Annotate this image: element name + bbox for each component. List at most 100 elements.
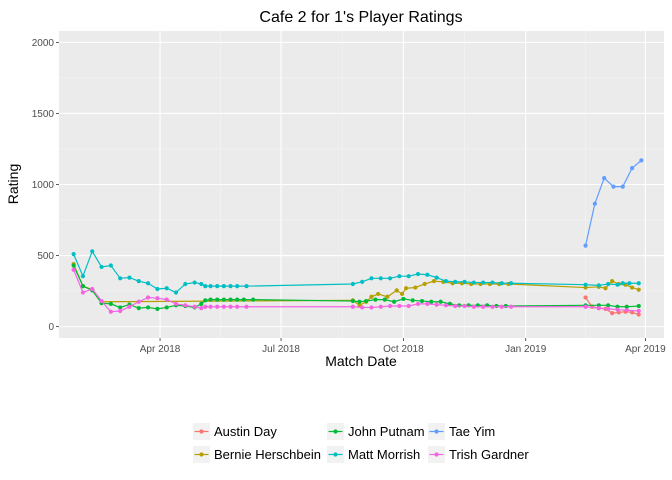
- data-point-john-putnam: [410, 298, 415, 303]
- data-point-matt-morrish: [583, 282, 588, 287]
- data-point-john-putnam: [357, 299, 362, 304]
- data-point-john-putnam: [419, 298, 425, 304]
- legend-label: John Putnam: [348, 424, 425, 439]
- series-bernie-herschbein: [71, 261, 641, 308]
- data-point-matt-morrish: [145, 281, 151, 286]
- x-tick-label: Apr 2018: [140, 344, 181, 355]
- data-point-trish-gardner: [443, 303, 449, 308]
- data-point-john-putnam: [164, 305, 169, 310]
- data-point-trish-gardner: [99, 298, 104, 304]
- data-point-john-putnam: [438, 299, 443, 304]
- data-point-trish-gardner: [145, 295, 151, 300]
- data-point-trish-gardner: [108, 309, 113, 314]
- data-point-matt-morrish: [508, 281, 514, 286]
- data-point-john-putnam: [373, 297, 378, 302]
- data-point-john-putnam: [228, 297, 233, 302]
- data-point-matt-morrish: [443, 279, 449, 284]
- y-tick-label: 2000: [32, 38, 55, 49]
- data-point-trish-gardner: [490, 304, 495, 309]
- data-point-matt-morrish: [490, 280, 495, 285]
- data-point-matt-morrish: [155, 286, 160, 292]
- data-point-trish-gardner: [415, 301, 421, 306]
- data-point-tae-yim: [611, 184, 616, 189]
- data-point-john-putnam: [80, 284, 86, 289]
- data-point-trish-gardner: [164, 297, 169, 302]
- data-point-matt-morrish: [406, 274, 411, 279]
- data-point-john-putnam: [145, 305, 151, 310]
- data-point-bernie-herschbein: [431, 279, 437, 284]
- legend-item-john-putnam: John Putnam: [327, 423, 425, 440]
- data-point-john-putnam: [401, 296, 406, 302]
- data-point-bernie-herschbein: [394, 288, 399, 293]
- data-point-tae-yim: [620, 184, 625, 189]
- data-point-tae-yim: [592, 201, 597, 206]
- legend-key-point: [333, 429, 338, 434]
- data-point-trish-gardner: [136, 299, 141, 304]
- data-point-john-putnam: [155, 306, 160, 311]
- data-point-bernie-herschbein: [629, 285, 635, 290]
- x-axis-title: Match Date: [325, 353, 397, 369]
- data-point-matt-morrish: [596, 283, 601, 288]
- legend-key-point: [333, 452, 338, 457]
- data-point-matt-morrish: [606, 281, 611, 287]
- data-point-matt-morrish: [221, 284, 226, 289]
- data-point-john-putnam: [350, 298, 355, 304]
- data-point-trish-gardner: [387, 303, 393, 309]
- data-point-bernie-herschbein: [376, 291, 381, 297]
- legend-item-tae-yim: Tae Yim: [428, 423, 495, 440]
- data-point-matt-morrish: [387, 276, 393, 281]
- data-point-matt-morrish: [173, 290, 179, 295]
- data-point-matt-morrish: [425, 272, 430, 277]
- data-point-matt-morrish: [462, 279, 467, 284]
- data-point-matt-morrish: [203, 284, 208, 289]
- data-point-matt-morrish: [235, 284, 240, 289]
- data-point-trish-gardner: [350, 304, 355, 309]
- major-gridlines: [59, 31, 664, 338]
- data-point-austin-day: [636, 312, 641, 317]
- legend-key-point: [199, 429, 204, 434]
- data-point-john-putnam: [108, 301, 113, 306]
- data-point-trish-gardner: [596, 306, 601, 311]
- data-point-matt-morrish: [164, 286, 169, 291]
- data-point-john-putnam: [203, 298, 208, 303]
- data-point-trish-gardner: [244, 304, 249, 309]
- data-point-trish-gardner: [499, 304, 504, 309]
- data-point-matt-morrish: [90, 249, 95, 254]
- legend-label: Trish Gardner: [449, 447, 529, 462]
- data-point-austin-day: [583, 295, 588, 300]
- data-point-trish-gardner: [221, 304, 226, 309]
- legend-key-point: [434, 452, 439, 457]
- series-matt-morrish: [71, 249, 641, 295]
- data-point-john-putnam: [221, 297, 226, 302]
- data-point-trish-gardner: [71, 267, 76, 272]
- series-line-trish-gardner: [73, 269, 639, 313]
- data-point-matt-morrish: [620, 281, 625, 286]
- data-point-austin-day: [629, 310, 635, 315]
- data-point-john-putnam: [136, 306, 141, 311]
- data-point-trish-gardner: [636, 308, 641, 314]
- data-point-trish-gardner: [199, 306, 204, 311]
- data-point-trish-gardner: [203, 304, 208, 309]
- data-point-trish-gardner: [80, 290, 86, 295]
- data-point-matt-morrish: [350, 281, 355, 287]
- data-point-john-putnam: [636, 303, 641, 309]
- y-tick-label: 1500: [32, 109, 55, 120]
- data-point-john-putnam: [429, 299, 434, 304]
- y-tick-label: 500: [37, 251, 54, 262]
- data-point-trish-gardner: [471, 304, 476, 309]
- data-point-matt-morrish: [378, 276, 383, 281]
- data-point-trish-gardner: [583, 304, 588, 309]
- series-trish-gardner: [71, 267, 641, 314]
- y-axis-ticks: 0 500 1000 1500 2000: [32, 38, 59, 333]
- data-point-john-putnam: [457, 303, 462, 308]
- data-point-matt-morrish: [71, 252, 76, 257]
- data-point-trish-gardner: [369, 305, 374, 310]
- data-point-trish-gardner: [462, 303, 467, 309]
- data-point-trish-gardner: [453, 303, 458, 309]
- series-john-putnam: [71, 263, 641, 311]
- data-point-trish-gardner: [615, 307, 620, 312]
- data-point-tae-yim: [583, 243, 588, 248]
- data-point-trish-gardner: [397, 303, 402, 309]
- legend-item-bernie-herschbein: Bernie Herschbein: [193, 446, 321, 463]
- legend-item-trish-gardner: Trish Gardner: [428, 446, 529, 463]
